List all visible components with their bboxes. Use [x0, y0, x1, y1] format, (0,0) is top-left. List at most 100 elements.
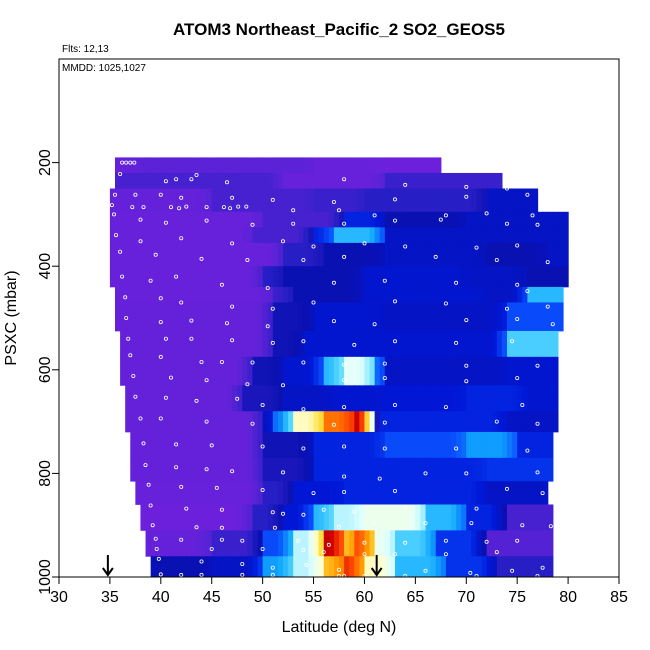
heatmap-cell	[471, 286, 478, 303]
y-axis-label: PSXC (mbar)	[3, 270, 20, 365]
heatmap-cell	[221, 481, 228, 505]
heatmap-cell	[176, 266, 182, 288]
heatmap-cell	[191, 286, 198, 303]
heatmap-cell	[247, 530, 254, 557]
flights-annotation: Flts: 12,13	[62, 44, 109, 55]
observation-marker	[228, 206, 233, 211]
heatmap-cell	[517, 302, 523, 332]
heatmap-cell	[227, 188, 233, 213]
heatmap-cell	[262, 157, 269, 174]
heatmap-cell	[160, 411, 167, 433]
heatmap-cell	[150, 227, 157, 244]
heatmap-cell	[425, 330, 432, 358]
heatmap-cell	[201, 411, 208, 433]
heatmap-cell	[206, 302, 213, 332]
heatmap-cell	[272, 411, 279, 433]
heatmap-cell	[272, 188, 279, 213]
heatmap-cell	[262, 556, 269, 578]
heatmap-cell	[242, 266, 248, 288]
heatmap-cell	[288, 227, 294, 244]
heatmap-cell	[451, 385, 457, 412]
heatmap-cell	[339, 242, 345, 267]
heatmap-cell	[512, 530, 518, 557]
heatmap-cell	[389, 330, 396, 358]
heatmap-cell	[150, 302, 157, 332]
heatmap-cell	[221, 227, 228, 244]
heatmap-cell	[216, 188, 223, 213]
heatmap-cell	[359, 385, 366, 412]
heatmap-cell	[420, 242, 427, 267]
heatmap-cell	[405, 411, 411, 433]
heatmap-cell	[135, 266, 142, 288]
heatmap-cell	[517, 242, 523, 267]
heatmap-cell	[435, 242, 442, 267]
heatmap-cell	[400, 385, 406, 412]
heatmap-cell	[283, 172, 289, 189]
heatmap-cell	[466, 172, 472, 189]
heatmap-cell	[130, 188, 136, 213]
heatmap-cell	[542, 356, 549, 386]
heatmap-cell	[395, 481, 401, 505]
observation-marker	[168, 375, 173, 380]
heatmap-cell	[333, 556, 340, 578]
heatmap-cell	[507, 457, 513, 482]
observation-marker	[265, 285, 270, 290]
heatmap-cell	[221, 530, 228, 557]
heatmap-cell	[160, 530, 167, 557]
heatmap-cell	[186, 431, 192, 459]
heatmap-cell	[517, 530, 523, 557]
heatmap-cell	[186, 227, 192, 244]
heatmap-cell	[420, 227, 427, 244]
heatmap-cell	[430, 504, 437, 531]
observation-marker	[113, 192, 118, 197]
heatmap-cell	[410, 431, 416, 459]
heatmap-cell	[196, 481, 203, 505]
heatmap-cell	[191, 385, 198, 412]
heatmap-cell	[267, 385, 274, 412]
heatmap-cell	[211, 302, 218, 332]
heatmap-cell	[451, 330, 457, 358]
heatmap-cell	[410, 211, 416, 228]
heatmap-cell	[176, 157, 182, 174]
heatmap-cell	[359, 188, 366, 213]
heatmap-cell	[354, 356, 360, 386]
heatmap-cell	[257, 481, 264, 505]
heatmap-cell	[557, 211, 564, 228]
heatmap-cell	[456, 481, 462, 505]
heatmap-cell	[298, 188, 304, 213]
heatmap-cell	[206, 530, 213, 557]
heatmap-cell	[313, 530, 320, 557]
heatmap-cell	[333, 530, 340, 557]
heatmap-cell	[125, 411, 131, 433]
observation-marker	[291, 221, 296, 226]
heatmap-cell	[522, 242, 528, 267]
heatmap-cell	[227, 411, 233, 433]
observation-marker	[179, 236, 184, 241]
heatmap-cell	[466, 211, 472, 228]
heatmap-cell	[359, 286, 366, 303]
heatmap-cell	[120, 302, 126, 332]
heatmap-cell	[435, 556, 442, 578]
heatmap-cell	[191, 356, 198, 386]
heatmap-cell	[440, 556, 447, 578]
heatmap-cell	[125, 266, 131, 288]
heatmap-cell	[135, 457, 142, 482]
heatmap-cell	[440, 211, 447, 228]
heatmap-cell	[369, 556, 376, 578]
heatmap-cell	[532, 330, 539, 358]
heatmap-cell	[328, 211, 335, 228]
heatmap-cell	[130, 411, 136, 433]
heatmap-cell	[471, 330, 478, 358]
heatmap-cell	[456, 266, 462, 288]
heatmap-cell	[405, 457, 411, 482]
heatmap-cell	[395, 286, 401, 303]
heatmap-cell	[293, 172, 299, 189]
heatmap-cell	[328, 266, 335, 288]
heatmap-cell	[415, 172, 422, 189]
heatmap-cell	[135, 211, 142, 228]
observation-marker	[352, 509, 357, 514]
heatmap-cell	[507, 481, 513, 505]
heatmap-cell	[466, 556, 472, 578]
heatmap-cell	[420, 172, 427, 189]
heatmap-cell	[339, 211, 345, 228]
